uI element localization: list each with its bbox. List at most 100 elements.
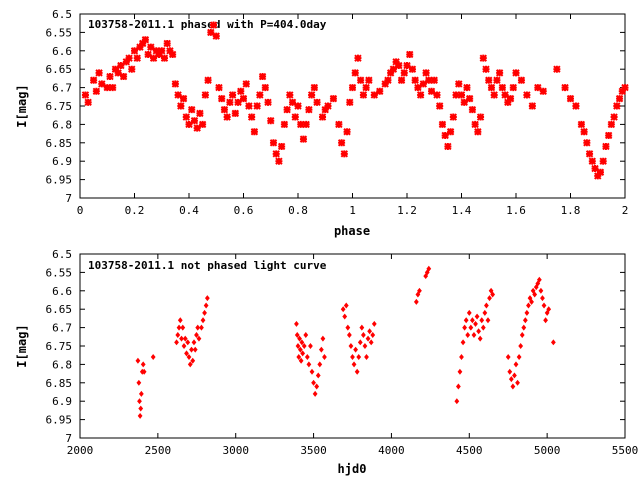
- data-point: [588, 157, 597, 165]
- data-point: [190, 117, 199, 125]
- data-point: [512, 372, 517, 379]
- data-point: [163, 39, 171, 48]
- data-point: [269, 139, 278, 147]
- data-point: [351, 69, 359, 77]
- data-point: [228, 91, 237, 99]
- data-point: [311, 379, 316, 386]
- data-point: [174, 91, 182, 99]
- chart-title: 103758-2011.1 not phased light curve: [88, 259, 327, 272]
- plot-frame: [79, 13, 626, 199]
- data-point: [303, 331, 309, 338]
- data-point: [89, 76, 98, 84]
- data-point: [180, 324, 186, 331]
- x-tick-label: 5500: [612, 444, 639, 457]
- data-point: [340, 306, 346, 313]
- data-point: [513, 361, 519, 368]
- data-point: [223, 113, 231, 121]
- data-point: [541, 302, 547, 309]
- data-point: [301, 343, 307, 349]
- data-point: [198, 120, 207, 129]
- data-point: [538, 287, 544, 294]
- data-point: [185, 339, 191, 346]
- data-point: [465, 331, 471, 338]
- data-point: [594, 172, 602, 180]
- y-tick-label: 6.55: [46, 26, 73, 39]
- data-point: [591, 164, 599, 173]
- data-point: [286, 91, 294, 99]
- data-point: [108, 83, 117, 92]
- y-tick-label: 6.8: [52, 118, 72, 131]
- data-point: [308, 343, 313, 349]
- data-point: [474, 313, 480, 320]
- data-point: [305, 105, 313, 114]
- data-point: [200, 317, 206, 324]
- y-tick-label: 6.9: [52, 395, 72, 408]
- data-point: [422, 69, 430, 77]
- x-tick-label: 0: [77, 204, 84, 217]
- data-point: [117, 61, 125, 70]
- data-point: [160, 54, 169, 62]
- y-tick-label: 6.65: [46, 303, 73, 316]
- x-tick-label: 2500: [145, 444, 172, 457]
- data-point: [521, 324, 527, 331]
- data-point: [300, 350, 306, 357]
- data-point: [487, 83, 496, 92]
- data-point: [509, 83, 517, 92]
- data-point: [361, 331, 366, 338]
- phased-light-curve-plot: 103758-2011.1 phased with P=404.0day pha…: [15, 8, 629, 238]
- data-point: [504, 98, 512, 107]
- data-point: [186, 354, 192, 361]
- data-point: [209, 21, 218, 29]
- data-point: [515, 379, 520, 386]
- y-tick-label: 6.5: [52, 8, 72, 21]
- data-point: [607, 120, 616, 129]
- chart-title: 103758-2011.1 phased with P=404.0day: [88, 18, 327, 31]
- data-point: [133, 54, 141, 62]
- data-point: [250, 128, 259, 136]
- data-point: [275, 157, 283, 165]
- data-point: [343, 128, 351, 136]
- data-point: [427, 87, 436, 95]
- y-tick-label: 6.65: [46, 63, 73, 76]
- data-point: [304, 354, 310, 361]
- data-point: [435, 102, 444, 110]
- y-tick-label: 6.95: [46, 174, 73, 187]
- data-point: [144, 50, 152, 59]
- data-point: [395, 61, 403, 70]
- data-point: [182, 335, 188, 342]
- data-point: [122, 58, 131, 66]
- data-point: [343, 302, 349, 309]
- data-point: [457, 368, 463, 375]
- data-point: [149, 54, 158, 62]
- data-point: [386, 69, 395, 77]
- data-point: [98, 80, 106, 88]
- y-tick-label: 6.8: [52, 358, 72, 371]
- data-point: [583, 139, 591, 147]
- data-point: [177, 317, 183, 324]
- data-point: [231, 109, 240, 118]
- data-point: [449, 113, 458, 121]
- data-point: [177, 102, 185, 110]
- data-point: [138, 390, 144, 397]
- data-point: [340, 150, 349, 158]
- data-point: [119, 72, 128, 81]
- data-point: [150, 354, 156, 361]
- data-point: [174, 339, 179, 346]
- data-point: [295, 343, 301, 349]
- data-point: [297, 335, 302, 342]
- data-point: [106, 72, 114, 81]
- data-point: [459, 354, 464, 361]
- data-point: [384, 76, 392, 84]
- data-point: [158, 47, 166, 55]
- data-point: [203, 302, 209, 309]
- data-point: [135, 357, 141, 364]
- data-point: [534, 83, 542, 92]
- data-point: [215, 83, 223, 92]
- data-points: [81, 21, 629, 180]
- data-point: [155, 50, 163, 59]
- data-point: [479, 54, 488, 62]
- data-point: [81, 91, 90, 99]
- y-tick-label: 6.55: [46, 266, 73, 279]
- data-point: [294, 102, 302, 110]
- data-point: [264, 98, 272, 107]
